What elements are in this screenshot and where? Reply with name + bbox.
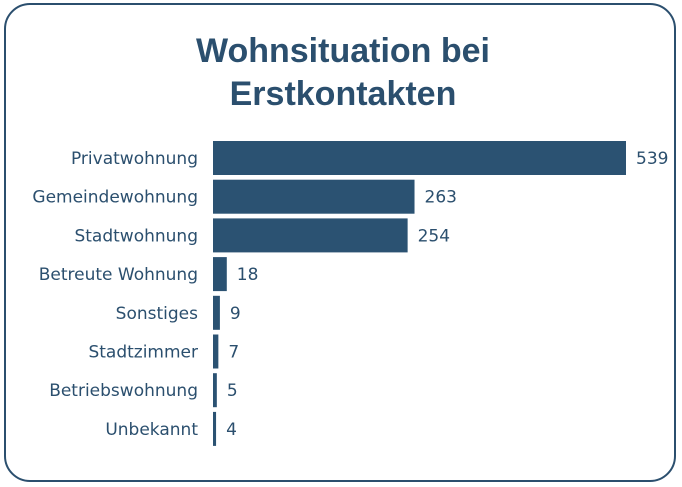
category-label: Betreute Wohnung xyxy=(39,265,198,285)
chart-title: Wohnsituation bei Erstkontakten xyxy=(195,32,490,113)
value-label: 254 xyxy=(418,226,450,246)
value-label: 263 xyxy=(425,188,457,208)
bar xyxy=(213,257,227,292)
category-label: Sonstiges xyxy=(116,304,198,324)
category-label: Unbekannt xyxy=(105,420,198,440)
bar xyxy=(213,411,217,446)
bar xyxy=(213,373,217,408)
bar xyxy=(213,295,220,330)
bar xyxy=(213,334,219,369)
category-label: Stadtwohnung xyxy=(74,226,198,246)
category-label: Privatwohnung xyxy=(71,149,198,169)
value-label: 5 xyxy=(227,381,238,401)
value-label: 4 xyxy=(226,420,237,440)
bar xyxy=(213,179,415,214)
value-label: 18 xyxy=(237,265,259,285)
value-label: 7 xyxy=(228,343,239,363)
value-label: 9 xyxy=(230,304,241,324)
bar xyxy=(213,218,408,253)
category-label: Gemeindewohnung xyxy=(32,188,198,208)
card-border xyxy=(4,3,676,482)
category-label: Betriebswohnung xyxy=(49,381,198,401)
category-label: Stadtzimmer xyxy=(88,343,198,363)
value-label: 539 xyxy=(636,149,668,169)
bar xyxy=(213,141,626,175)
